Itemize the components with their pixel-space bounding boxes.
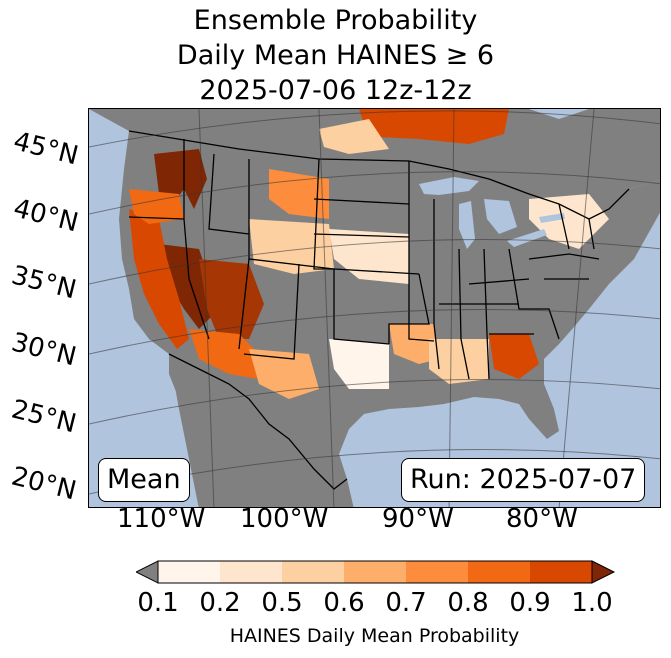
- canada-land: [89, 109, 660, 219]
- northeast-light-fill: [529, 194, 609, 249]
- title-line-2: Daily Mean HAINES ≥ 6: [176, 40, 495, 71]
- colorbar-segment: [344, 561, 406, 583]
- colorado-fill: [249, 219, 334, 274]
- colorbar-tick-5: 0.8: [447, 588, 489, 618]
- lat-label-40: 40°N: [10, 193, 82, 239]
- run-date-box: Run: 2025-07-07: [401, 458, 646, 502]
- colorbar: [136, 560, 616, 584]
- colorbar-tick-2: 0.5: [261, 588, 303, 618]
- colorbar-tick-7: 1.0: [571, 588, 613, 618]
- colorbar-label: HAINES Daily Mean Probability: [229, 625, 520, 647]
- california-fill: [129, 209, 189, 349]
- lon-label-100w: 100°W: [240, 504, 329, 534]
- lake-huron: [484, 199, 517, 234]
- lon-label-90w: 90°W: [382, 504, 454, 534]
- mexico-land: [169, 354, 354, 507]
- baja-peninsula: [169, 354, 207, 449]
- colorbar-over-arrow: [591, 560, 616, 584]
- canada-light-fill: [319, 119, 389, 154]
- colorbar-tick-4: 0.7: [385, 588, 427, 618]
- colorbar-segment: [406, 561, 468, 583]
- lon-label-80w: 80°W: [506, 504, 578, 534]
- lake-michigan: [459, 201, 475, 249]
- title-line-3: 2025-07-06 12z-12z: [199, 75, 472, 106]
- mean-label-box: Mean: [98, 458, 190, 502]
- state-borders: [128, 130, 630, 490]
- lat-label-20: 20°N: [8, 461, 80, 507]
- lat-label-35: 35°N: [8, 260, 80, 306]
- new-mexico-fill: [249, 349, 319, 399]
- georgia-dark-fill: [489, 334, 539, 379]
- lake-erie: [507, 229, 547, 247]
- lat-label-25: 25°N: [8, 394, 80, 440]
- colorbar-segment: [468, 561, 530, 583]
- canada-orange-fill: [359, 109, 509, 144]
- colorbar-segment: [158, 561, 220, 583]
- lon-label-110w: 110°W: [117, 504, 206, 534]
- colorbar-tick-1: 0.2: [199, 588, 241, 618]
- arkansas-fill: [389, 324, 439, 364]
- texas-light-fill: [329, 339, 389, 389]
- gulf-coast-fill: [429, 339, 489, 384]
- colorbar-segment: [282, 561, 344, 583]
- colorbar-tick-6: 0.9: [509, 588, 551, 618]
- colorbar-under-arrow: [136, 560, 159, 584]
- lake-ontario: [539, 213, 565, 223]
- colorbar-segment: [530, 561, 592, 583]
- colorbar-segment: [220, 561, 282, 583]
- map-panel: [88, 108, 661, 508]
- map-svg: [89, 109, 660, 507]
- southwest-dark-fill: [199, 259, 264, 339]
- lake-superior: [419, 177, 479, 195]
- lat-label-45: 45°N: [10, 126, 82, 172]
- colorbar-tick-0: 0.1: [137, 588, 179, 618]
- colorbar-tick-3: 0.6: [323, 588, 365, 618]
- lat-label-30: 30°N: [8, 327, 80, 373]
- graticule: [89, 109, 660, 507]
- title-line-1: Ensemble Probability: [193, 5, 478, 36]
